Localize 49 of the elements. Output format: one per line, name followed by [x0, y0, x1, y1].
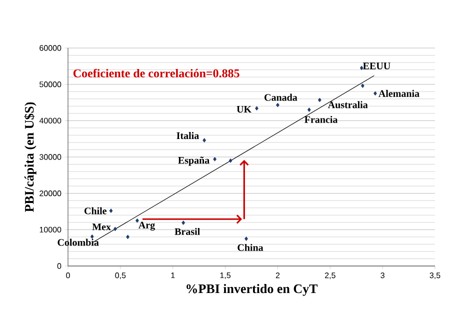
- annotation: China: [238, 244, 264, 251]
- annotation: Mex: [92, 224, 111, 230]
- x-tick-label: 1: [171, 272, 175, 278]
- annotation: Chile: [84, 207, 107, 214]
- y-tick-label: 0: [57, 263, 62, 269]
- annotation: Italia: [176, 132, 199, 140]
- point: [202, 138, 206, 142]
- y-tick-label: 30000: [40, 154, 62, 160]
- y-tick-label: 60000: [40, 45, 62, 51]
- x-tick-label: 2,5: [324, 272, 336, 280]
- point: [360, 84, 364, 88]
- annotation: UK: [236, 106, 252, 113]
- x-tick-label: 3: [380, 272, 384, 278]
- point: [360, 66, 364, 70]
- annotation: Arg: [138, 222, 155, 231]
- annotation: España: [178, 156, 210, 166]
- point: [136, 218, 139, 223]
- annotation: Australia: [328, 101, 368, 108]
- x-tick-label: 2: [276, 272, 280, 278]
- annotation: EEUU: [362, 62, 390, 70]
- annotation: Canada: [264, 94, 298, 101]
- annotation: Francia: [304, 116, 338, 123]
- point: [182, 220, 186, 225]
- x-tick-label: 3,5: [430, 272, 440, 280]
- point: [90, 234, 94, 239]
- point: [276, 102, 280, 108]
- annotation: Colombia: [58, 238, 99, 246]
- point: [113, 226, 117, 232]
- point: [318, 98, 322, 102]
- annotation: Brasil: [174, 228, 200, 235]
- y-tick-label: 40000: [39, 118, 62, 124]
- y-axis-title: PBI/cápita (en U$S): [24, 102, 36, 212]
- point: [255, 106, 258, 111]
- point: [126, 234, 130, 240]
- y-tick-label: 50000: [40, 82, 62, 88]
- point: [244, 236, 248, 241]
- point: [307, 108, 311, 112]
- annotation: Coeficiente de correlación=0.885: [73, 68, 240, 78]
- y-tick-label: 20000: [40, 190, 62, 196]
- y-tick-label: 10000: [40, 226, 62, 232]
- x-tick-label: 0: [66, 272, 70, 278]
- point: [228, 158, 232, 163]
- point: [374, 91, 377, 96]
- point: [213, 156, 216, 162]
- x-axis-title: %PBI invertido en CyT: [186, 284, 318, 296]
- annotation: Alemania: [378, 90, 420, 97]
- point: [109, 208, 113, 213]
- x-tick-label: 0,5: [115, 272, 126, 280]
- x-tick-label: 1,5: [220, 272, 231, 280]
